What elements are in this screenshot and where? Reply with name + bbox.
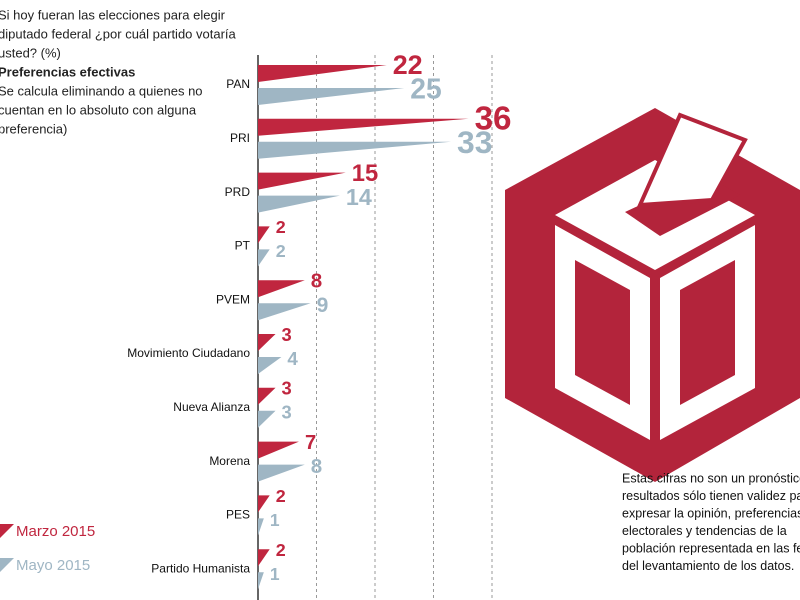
description: preferencia) bbox=[0, 121, 67, 136]
value-label: 9 bbox=[317, 294, 329, 317]
bar bbox=[258, 441, 299, 459]
legend-label: Marzo 2015 bbox=[16, 523, 95, 540]
y-tick-label: Partido Humanista bbox=[151, 561, 250, 575]
note: expresar la opinión, preferencias bbox=[622, 506, 800, 520]
value-label: 7 bbox=[305, 432, 316, 454]
y-tick-label: PVEM bbox=[216, 292, 250, 306]
value-label: 3 bbox=[282, 402, 292, 423]
bar bbox=[258, 495, 270, 513]
y-tick-label: PAN bbox=[226, 77, 250, 91]
note: población representada en las fe bbox=[622, 541, 800, 555]
note: Estas cifras no son un pronóstico bbox=[622, 471, 800, 485]
value-label: 33 bbox=[457, 124, 492, 160]
bar bbox=[258, 387, 276, 405]
bar bbox=[258, 249, 270, 267]
legend-label: Mayo 2015 bbox=[16, 557, 90, 574]
note: resultados sólo tienen validez par bbox=[622, 489, 800, 503]
value-label: 8 bbox=[311, 270, 322, 293]
bar bbox=[258, 195, 340, 213]
y-tick-label: Movimiento Ciudadano bbox=[127, 346, 250, 360]
bar bbox=[258, 88, 405, 105]
value-label: 14 bbox=[346, 184, 372, 210]
value-label: 8 bbox=[311, 455, 322, 478]
bar bbox=[258, 464, 305, 482]
description: Se calcula eliminando a quienes no bbox=[0, 83, 203, 98]
value-label: 15 bbox=[352, 160, 378, 187]
note: del levantamiento de los datos. bbox=[622, 559, 794, 573]
value-label: 22 bbox=[393, 50, 423, 80]
value-label: 36 bbox=[475, 101, 512, 138]
value-label: 25 bbox=[410, 72, 441, 104]
bar bbox=[258, 518, 264, 536]
bar bbox=[258, 410, 276, 428]
legend-swatch bbox=[0, 558, 14, 572]
bar bbox=[258, 65, 387, 82]
y-tick-label: Morena bbox=[209, 454, 250, 468]
value-label: 2 bbox=[276, 540, 286, 560]
y-tick-label: PRD bbox=[225, 185, 251, 199]
value-label: 1 bbox=[270, 510, 280, 530]
ballot-box-icon bbox=[505, 108, 800, 482]
bar bbox=[258, 572, 264, 590]
bar bbox=[258, 226, 270, 244]
bar bbox=[258, 172, 346, 190]
chart-title: Si hoy fueran las elecciones para elegir bbox=[0, 7, 226, 22]
value-label: 3 bbox=[282, 324, 292, 345]
value-label: 2 bbox=[276, 217, 286, 237]
bar bbox=[258, 357, 282, 374]
bar bbox=[258, 118, 469, 136]
description: cuentan en lo absoluto con alguna bbox=[0, 102, 197, 117]
value-label: 3 bbox=[282, 378, 292, 399]
y-tick-label: PES bbox=[226, 508, 250, 522]
chart-subtitle: Preferencias efectivas bbox=[0, 64, 135, 79]
value-label: 2 bbox=[276, 486, 286, 506]
chart-title: usted? (%) bbox=[0, 45, 61, 60]
bar bbox=[258, 549, 270, 567]
y-tick-label: PT bbox=[235, 239, 251, 253]
legend-swatch bbox=[0, 524, 14, 538]
value-label: 2 bbox=[276, 241, 286, 261]
value-label: 4 bbox=[287, 348, 298, 369]
bar bbox=[258, 303, 311, 321]
bar bbox=[258, 280, 305, 298]
chart-title: diputado federal ¿por cuál partido votar… bbox=[0, 26, 237, 41]
y-tick-label: PRI bbox=[230, 131, 250, 145]
bar bbox=[258, 334, 276, 351]
note: electorales y tendencias de la bbox=[622, 524, 787, 538]
value-label: 1 bbox=[270, 564, 280, 584]
bar bbox=[258, 141, 452, 159]
y-tick-label: Nueva Alianza bbox=[173, 400, 250, 414]
